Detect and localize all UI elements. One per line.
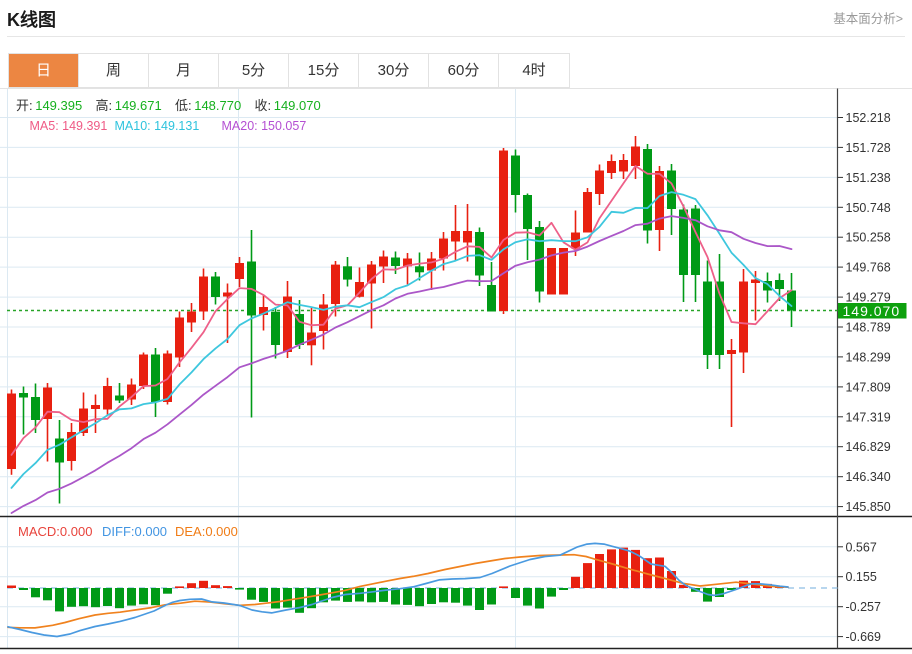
svg-text:146.340: 146.340 — [846, 470, 891, 484]
svg-text:0.567: 0.567 — [846, 540, 877, 554]
svg-text:147.809: 147.809 — [846, 380, 891, 394]
svg-text:148.789: 148.789 — [846, 321, 891, 335]
svg-text:-0.669: -0.669 — [846, 630, 881, 644]
svg-text:0.155: 0.155 — [846, 570, 877, 584]
svg-text:147.319: 147.319 — [846, 410, 891, 424]
svg-text:151.238: 151.238 — [846, 171, 891, 185]
svg-text:146.829: 146.829 — [846, 440, 891, 454]
svg-text:152.218: 152.218 — [846, 111, 891, 125]
svg-text:149.279: 149.279 — [846, 291, 891, 305]
svg-text:150.258: 150.258 — [846, 231, 891, 245]
svg-text:150.748: 150.748 — [846, 201, 891, 215]
svg-text:149.070: 149.070 — [843, 303, 901, 319]
svg-text:-0.257: -0.257 — [846, 600, 881, 614]
svg-text:149.768: 149.768 — [846, 261, 891, 275]
svg-text:148.299: 148.299 — [846, 350, 891, 364]
svg-text:145.850: 145.850 — [846, 500, 891, 514]
svg-text:151.728: 151.728 — [846, 141, 891, 155]
